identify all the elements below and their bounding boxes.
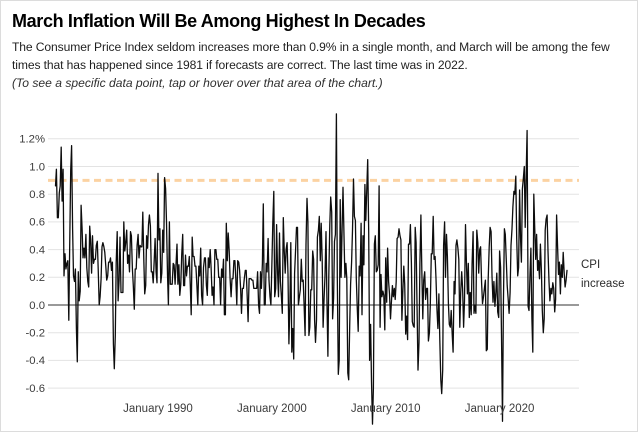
y-axis-tick-label: 0.8: [29, 189, 45, 201]
y-axis-tick-label: 0.4: [29, 244, 45, 256]
y-axis-tick-label: 1.0: [29, 161, 45, 173]
y-axis-tick-label: 1.2%: [19, 134, 45, 146]
cpi-line-chart[interactable]: 1.2% 1.0 0.8 0.6 0.4 0.2 0.0 -0.2 -0.4 -0.6 Januar…: [1, 103, 638, 432]
y-axis-tick-label: -0.4: [26, 355, 45, 367]
series-path: [54, 113, 568, 425]
chart-header: March Inflation Will Be Among Highest In…: [1, 1, 637, 92]
plot-hover-area[interactable]: [48, 103, 579, 403]
y-axis-tick-label: 0.0: [29, 300, 45, 312]
page-title: March Inflation Will Be Among Highest In…: [12, 11, 426, 31]
x-axis-tick-label: January 2010: [351, 403, 421, 415]
x-axis-tick-label: January 1990: [123, 403, 193, 415]
x-axis-tick-label: January 2000: [237, 403, 307, 415]
chart-subtitle: The Consumer Price Index seldom increase…: [12, 40, 610, 72]
x-axis-tick-label: January 2020: [465, 403, 535, 415]
chart-hover-note: (To see a specific data point, tap or ho…: [12, 76, 383, 90]
chart-canvas[interactable]: 1.2% 1.0 0.8 0.6 0.4 0.2 0.0 -0.2 -0.4 -0.6 Januar…: [1, 103, 638, 432]
y-axis-tick-label: -0.2: [26, 328, 45, 340]
y-axis-tick-label: 0.6: [29, 217, 45, 229]
series-label: CPI increase: [581, 259, 625, 290]
y-axis-tick-label: 0.2: [29, 272, 45, 284]
y-axis-tick-label: -0.6: [26, 383, 45, 395]
